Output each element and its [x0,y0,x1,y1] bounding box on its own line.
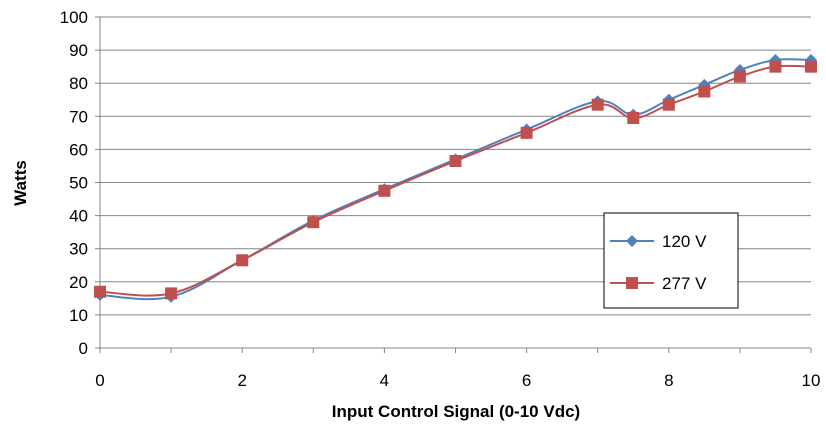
x-tick-label: 2 [237,371,246,390]
x-tick-label: 10 [802,371,821,390]
y-tick-label: 30 [69,240,88,259]
data-point [591,98,604,111]
data-point [378,184,391,197]
series-layer [94,54,817,303]
x-tick-label: 4 [380,371,389,390]
y-tick-label: 100 [60,8,88,27]
data-point [805,60,817,73]
x-tick-label: 0 [95,371,104,390]
y-tick-label: 70 [69,107,88,126]
legend-label-277v: 277 V [662,274,707,293]
data-point [449,154,462,167]
data-point [627,111,640,124]
y-tick-label: 60 [69,140,88,159]
y-axis-label: Watts [11,160,30,206]
x-tick-label: 8 [664,371,673,390]
legend-marker-120v [626,235,638,247]
data-point [698,85,711,98]
legend-label-120v: 120 V [662,232,707,251]
y-tick-label: 90 [69,41,88,60]
legend-box [603,212,739,309]
y-tick-label: 20 [69,273,88,292]
x-tick-label: 6 [522,371,531,390]
data-point [769,60,782,73]
data-point [520,126,533,139]
gridlines [100,16,811,316]
data-point [662,98,675,111]
data-point [733,70,746,83]
y-tick-label: 40 [69,207,88,226]
y-tick-label: 0 [79,339,88,358]
data-point [94,285,106,298]
data-point [165,287,178,300]
y-tick-label: 80 [69,74,88,93]
data-point [307,216,320,229]
legend-marker-277v [626,277,638,289]
x-tick-labels: 0 2 4 6 8 10 [95,371,820,390]
y-tick-labels: 0 10 20 30 40 50 60 70 80 90 100 [60,8,88,358]
y-tick-label: 50 [69,174,88,193]
legend: 120 V 277 V [603,212,739,309]
data-point [236,254,249,267]
series-1 [94,60,817,300]
y-tick-label: 10 [69,306,88,325]
x-axis-label: Input Control Signal (0-10 Vdc) [332,402,580,421]
